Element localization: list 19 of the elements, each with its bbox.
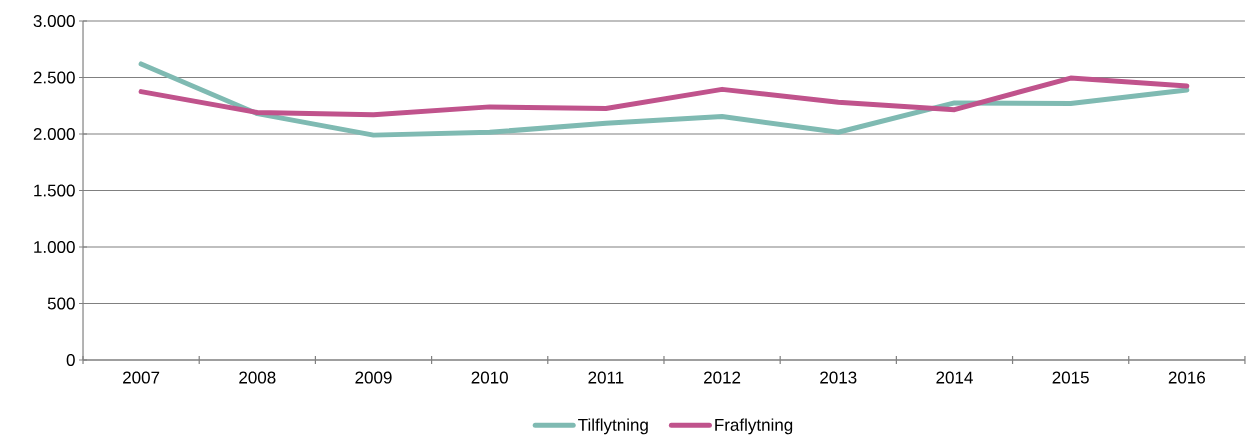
x-tick-label: 2009: [355, 371, 392, 384]
y-tick-label: 1.000: [34, 240, 75, 254]
x-tick-label: 2013: [820, 371, 857, 384]
y-tick-label: 1.500: [34, 184, 75, 197]
x-tick-label: 2016: [1168, 371, 1205, 384]
y-tick-label: 2.500: [33, 71, 75, 84]
x-tick-label: 2014: [936, 371, 973, 384]
x-tick-label: 2015: [1052, 371, 1089, 384]
y-tick-label: 3.000: [33, 14, 75, 28]
x-tick-label: 2008: [239, 371, 276, 384]
x-tick-label: 2012: [704, 371, 741, 384]
y-tick-label: 500: [47, 297, 75, 310]
x-tick-label: 2010: [471, 371, 508, 384]
y-tick-label: 0: [66, 353, 75, 367]
x-tick-label: 2007: [123, 371, 160, 384]
legend-label: Tilflytning: [578, 418, 648, 435]
x-tick-label: 2011: [588, 371, 624, 384]
legend-label: Fraflytning: [715, 418, 793, 435]
y-tick-label: 2.000: [33, 127, 75, 141]
